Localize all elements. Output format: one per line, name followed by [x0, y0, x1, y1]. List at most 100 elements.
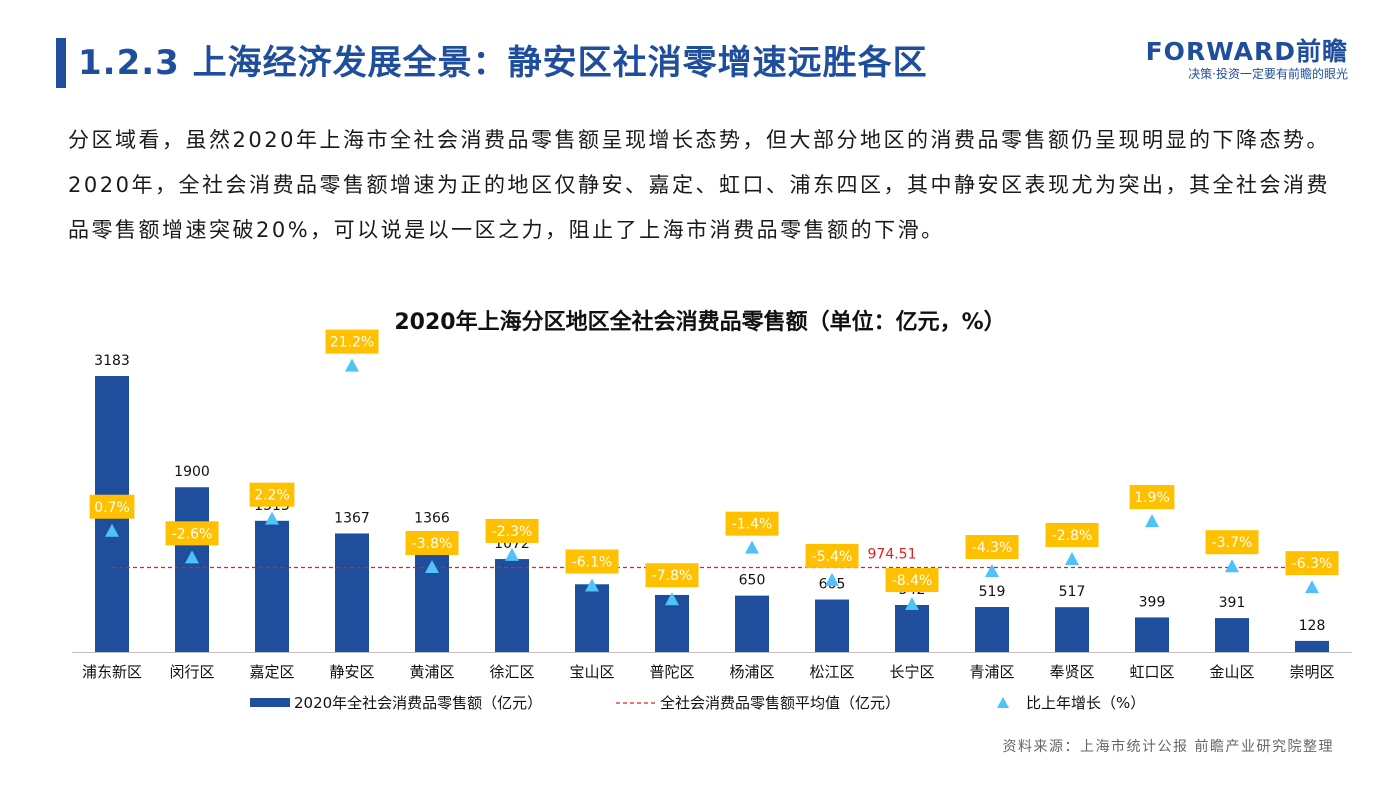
growth-label: -2.3% [485, 518, 539, 543]
category-label: 长宁区 [889, 663, 934, 681]
growth-label-bg [1285, 551, 1339, 576]
category-label: 闵行区 [169, 663, 214, 681]
logo-tagline: 决策·投资一定要有前瞻的眼光 [1188, 67, 1348, 81]
growth-label-text: -2.3% [492, 524, 533, 540]
bar-12 [1055, 607, 1089, 652]
growth-marker-1 [185, 550, 199, 564]
growth-label: -3.8% [405, 531, 459, 555]
growth-label: 21.2% [325, 329, 379, 354]
bar-value-label: 650 [739, 573, 766, 589]
bar-value-label: 1900 [174, 464, 210, 480]
growth-label-bg [325, 329, 379, 354]
bar-15 [1295, 640, 1329, 652]
growth-label: -2.8% [1045, 522, 1099, 547]
growth-marker-4 [425, 560, 439, 573]
growth-marker-12 [1065, 551, 1079, 565]
growth-label-bg [249, 482, 295, 507]
growth-marker-14 [1225, 559, 1239, 573]
growth-label-bg [89, 494, 135, 519]
bar-value-label: 3183 [94, 353, 130, 369]
growth-label: -5.4% [805, 543, 859, 568]
growth-label: 1.9% [1129, 485, 1175, 510]
bar-value-label: 128 [1299, 618, 1326, 634]
growth-label-text: 21.2% [330, 335, 374, 351]
growth-label-bg [565, 549, 619, 574]
logo-text: FORWARD前瞻 [1145, 37, 1348, 66]
bar-13 [1135, 617, 1169, 652]
growth-marker-15 [1305, 580, 1319, 594]
chart-title: 2020年上海分区地区全社会消费品零售额（单位：亿元，%） [394, 310, 1006, 335]
growth-label-bg [485, 518, 539, 543]
legend-growth-swatch [997, 697, 1009, 708]
bar-value-label: 399 [1139, 594, 1166, 610]
bar-value-label: 517 [1059, 584, 1086, 600]
growth-label-bg [725, 511, 779, 536]
growth-label-text: -3.8% [412, 536, 453, 552]
growth-label-text: -4.3% [972, 540, 1013, 556]
growth-label: -7.8% [645, 563, 699, 588]
category-label: 静安区 [329, 663, 374, 681]
legend-average-label: 全社会消费品零售额平均值（亿元） [660, 694, 900, 712]
growth-label-text: -2.6% [172, 526, 213, 542]
growth-label-bg [645, 563, 699, 588]
legend-bar-label: 2020年全社会消费品零售额（亿元） [294, 694, 542, 712]
growth-label-bg [965, 535, 1019, 560]
forward-logo: FORWARD前瞻 决策·投资一定要有前瞻的眼光 [1146, 38, 1348, 82]
growth-label-text: -8.4% [892, 573, 933, 589]
source-note: 资料来源：上海市统计公报 前瞻产业研究院整理 [1002, 739, 1334, 755]
legend-growth-label: 比上年增长（%） [1026, 694, 1145, 712]
bar-5 [495, 559, 529, 652]
legend-bar-swatch [250, 698, 290, 707]
bar-3 [335, 533, 369, 652]
category-label: 浦东新区 [82, 663, 142, 681]
category-label: 普陀区 [649, 663, 694, 681]
growth-label-text: -6.3% [1292, 556, 1333, 572]
category-label: 青浦区 [969, 663, 1014, 681]
growth-label-bg [1129, 485, 1175, 510]
growth-label-bg [1205, 530, 1259, 555]
growth-marker-8 [745, 540, 759, 554]
growth-label-text: -3.7% [1212, 535, 1253, 551]
growth-label-text: 0.7% [94, 500, 130, 516]
bar-value-label: 1366 [414, 511, 450, 527]
growth-label: -4.3% [965, 535, 1019, 560]
growth-marker-2 [265, 511, 279, 525]
category-label: 黄浦区 [409, 663, 454, 681]
growth-marker-9 [825, 572, 839, 586]
bar-value-label: 1367 [334, 510, 370, 526]
growth-label-text: -7.8% [652, 568, 693, 584]
growth-label-text: 1.9% [1134, 490, 1170, 506]
growth-label: 0.7% [89, 494, 135, 519]
bar-value-label: 519 [979, 584, 1006, 600]
growth-label-bg [165, 521, 219, 546]
growth-label: -8.4% [885, 568, 939, 593]
growth-label-bg [405, 531, 459, 555]
intro-paragraph: 分区域看，虽然2020年上海市全社会消费品零售额呈现增长态势，但大部分地区的消费… [68, 128, 1330, 242]
growth-label-text: -5.4% [812, 549, 853, 565]
category-label: 松江区 [809, 663, 854, 681]
bar-14 [1215, 618, 1249, 652]
bar-6 [575, 584, 609, 652]
growth-label-text: -6.1% [572, 555, 613, 571]
growth-label-text: -1.4% [732, 517, 773, 533]
growth-label-bg [1045, 522, 1099, 547]
bar-8 [735, 595, 769, 652]
page-title: 1.2.3 上海经济发展全景：静安区社消零增速远胜各区 [78, 43, 928, 83]
growth-marker-13 [1145, 514, 1159, 528]
category-label: 奉贤区 [1049, 663, 1094, 681]
growth-label: -1.4% [725, 511, 779, 536]
bar-1 [175, 487, 209, 652]
growth-label-bg [805, 543, 859, 568]
bar-9 [815, 599, 849, 652]
growth-label: -6.1% [565, 549, 619, 574]
bar-2 [255, 520, 289, 652]
growth-label: -2.6% [165, 521, 219, 546]
average-value-label: 974.51 [868, 546, 917, 562]
category-label: 虹口区 [1129, 663, 1174, 681]
growth-label-bg [885, 568, 939, 593]
growth-label: -3.7% [1205, 530, 1259, 555]
growth-label: 2.2% [249, 482, 295, 507]
category-label: 金山区 [1209, 663, 1254, 681]
growth-marker-5 [505, 547, 519, 561]
